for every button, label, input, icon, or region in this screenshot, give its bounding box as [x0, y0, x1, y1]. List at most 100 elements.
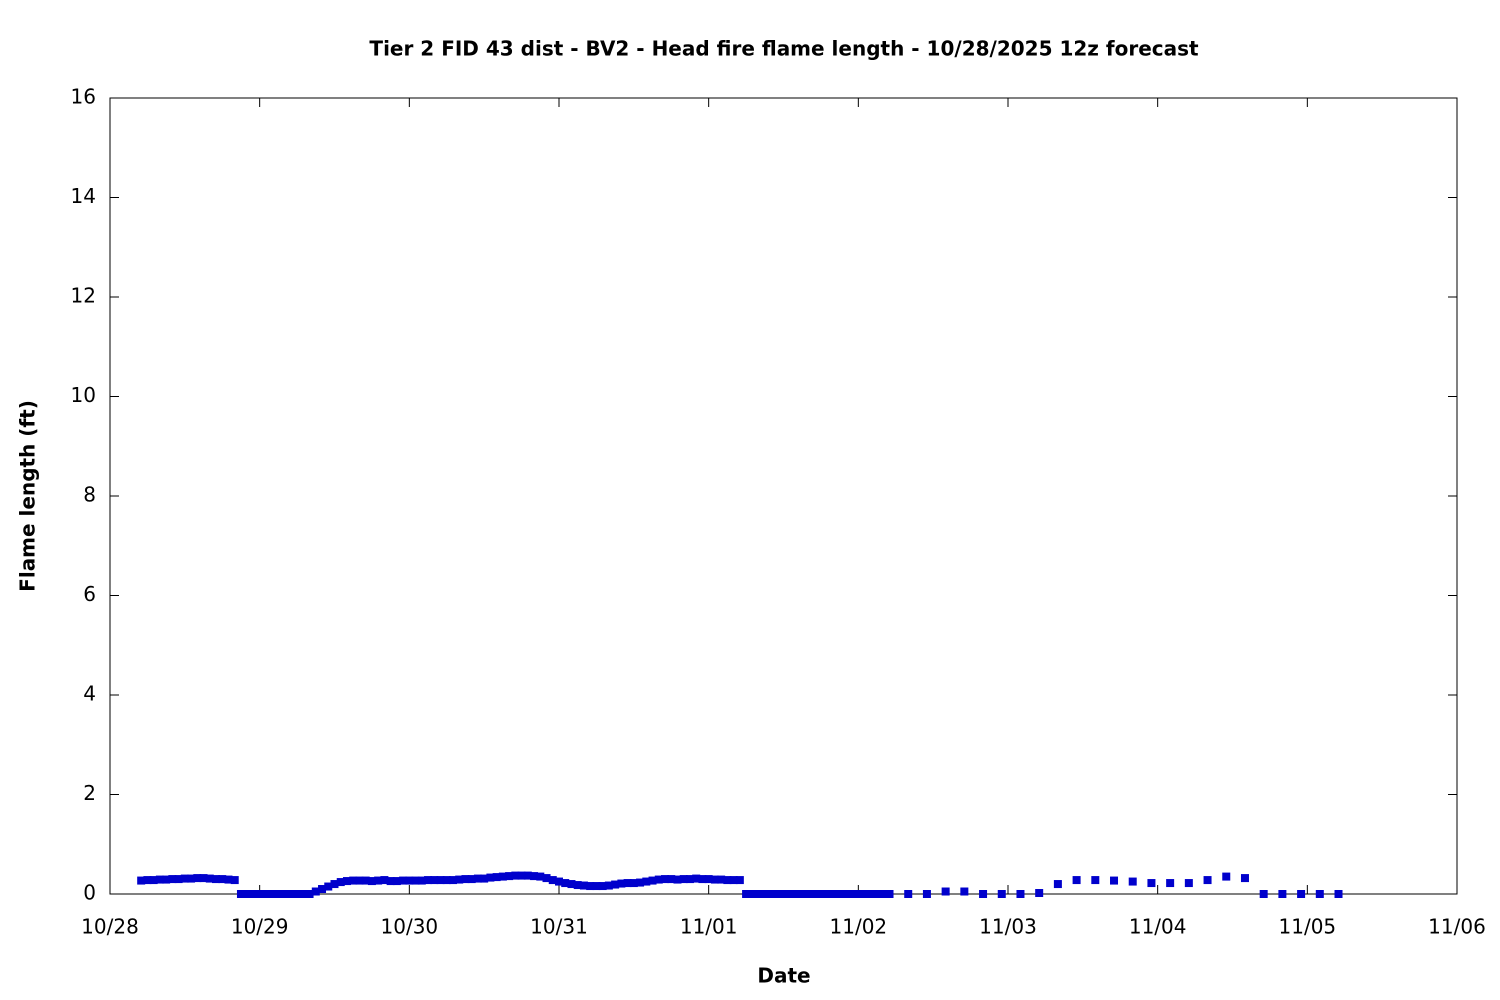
x-tick-label: 11/01 [680, 915, 738, 939]
point [187, 874, 196, 883]
point [299, 890, 308, 898]
point [816, 890, 825, 898]
point [673, 875, 682, 884]
point [623, 879, 632, 888]
point [804, 890, 813, 898]
point [654, 875, 663, 884]
point [274, 890, 283, 898]
point [611, 880, 620, 889]
point [218, 875, 227, 884]
y-axis-label: Flame length (ft) [16, 400, 40, 592]
point [230, 876, 239, 885]
point [922, 890, 931, 898]
x-tick-label: 11/02 [830, 915, 888, 939]
point [791, 890, 800, 898]
point [873, 890, 882, 898]
point [835, 890, 844, 898]
point [841, 890, 850, 898]
point [1222, 872, 1231, 881]
point [448, 876, 457, 885]
point [268, 890, 277, 898]
y-tick-label: 2 [83, 781, 96, 805]
y-tick-label: 10 [71, 383, 96, 407]
y-tick-label: 8 [83, 483, 96, 507]
y-tick-label: 0 [83, 881, 96, 905]
point [604, 881, 613, 890]
point [586, 882, 595, 891]
point [1278, 890, 1287, 898]
point [293, 890, 302, 898]
point [286, 890, 295, 898]
point [692, 874, 701, 883]
point [361, 876, 370, 885]
point [1053, 880, 1062, 889]
point [155, 875, 164, 884]
point [424, 876, 433, 885]
point [367, 877, 376, 886]
point [629, 879, 638, 888]
point [1091, 876, 1100, 885]
point [742, 890, 751, 898]
plot-frame [109, 97, 1458, 895]
point [679, 875, 688, 884]
y-tick-label: 12 [71, 284, 96, 308]
point [1184, 879, 1193, 888]
point [324, 882, 333, 891]
point [149, 876, 158, 885]
point [417, 876, 426, 885]
point [399, 876, 408, 885]
point [1315, 890, 1324, 898]
point [536, 872, 545, 881]
point [555, 877, 563, 886]
point [592, 882, 601, 891]
point [380, 876, 389, 885]
point [617, 879, 626, 888]
point [311, 887, 320, 896]
point [174, 875, 183, 884]
point [205, 874, 214, 883]
point [436, 876, 445, 885]
x-tick-label: 10/29 [231, 915, 289, 939]
point [511, 871, 520, 880]
point [1259, 890, 1268, 898]
point [280, 890, 289, 898]
point [685, 875, 694, 884]
point [661, 875, 670, 884]
point [305, 890, 314, 898]
point [261, 890, 270, 898]
point [866, 890, 875, 898]
point [960, 887, 969, 896]
point [405, 876, 414, 885]
point [779, 890, 788, 898]
point [318, 885, 327, 894]
x-tick-label: 11/03 [979, 915, 1037, 939]
point [255, 890, 264, 898]
point [798, 890, 807, 898]
point [748, 890, 757, 898]
point [455, 875, 464, 884]
point [667, 875, 676, 884]
point [579, 881, 588, 890]
point [243, 890, 252, 898]
point [1203, 876, 1212, 885]
point [1035, 889, 1044, 898]
x-tick-label: 11/04 [1129, 915, 1187, 939]
point [461, 875, 470, 884]
point [180, 874, 189, 883]
point [386, 877, 395, 886]
point [486, 873, 495, 882]
point [1072, 876, 1081, 885]
point [1147, 879, 1156, 888]
point [704, 875, 713, 884]
point [137, 876, 146, 885]
point [224, 875, 233, 884]
point [505, 872, 514, 881]
point [760, 890, 769, 898]
point [1240, 874, 1249, 883]
y-tick-label: 14 [71, 184, 96, 208]
point [698, 875, 707, 884]
x-tick-label: 10/28 [81, 915, 139, 939]
point [810, 890, 819, 898]
point [848, 890, 857, 898]
point [598, 882, 607, 891]
